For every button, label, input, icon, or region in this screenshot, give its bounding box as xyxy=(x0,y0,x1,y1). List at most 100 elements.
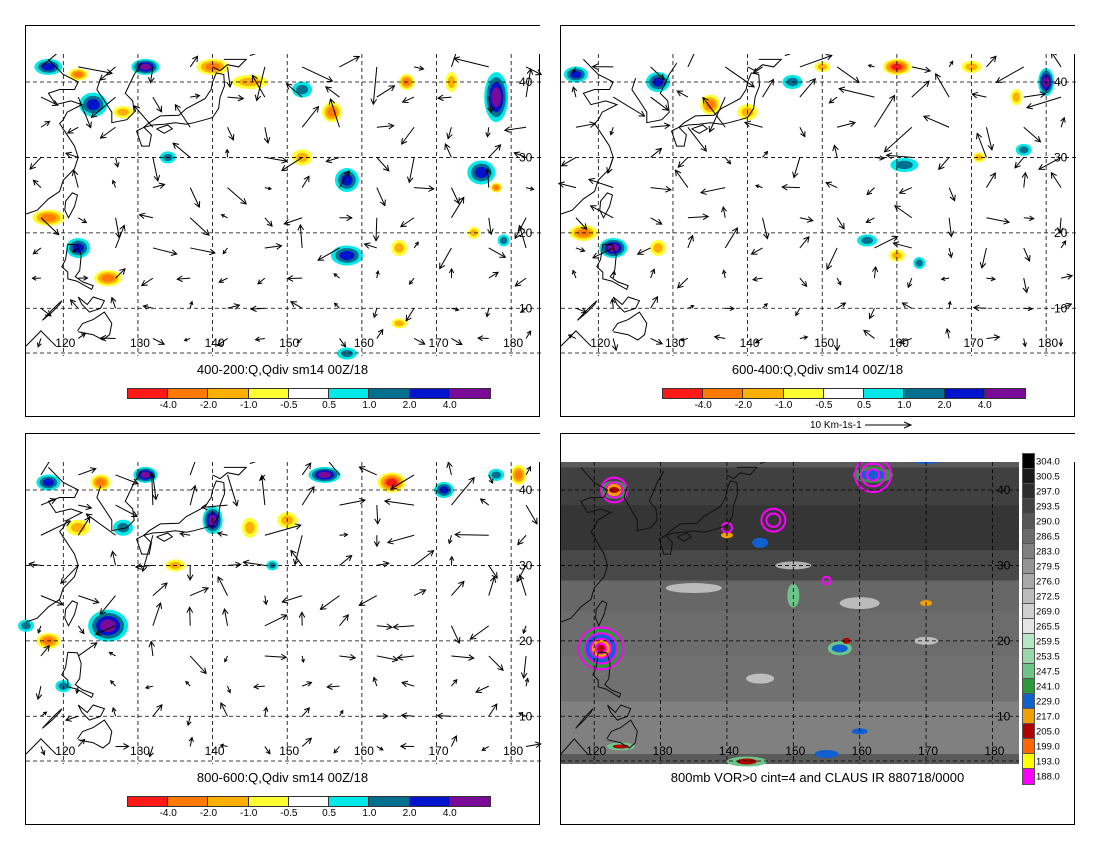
q-vector-head xyxy=(458,580,465,588)
map-plot-1: 120 130 140 150 160 170 180 40 30 20 10 xyxy=(25,26,543,360)
lat-label: 30 xyxy=(519,558,533,572)
q-vector-head xyxy=(439,262,446,270)
q-vector xyxy=(359,466,378,476)
lon-label: 160 xyxy=(852,744,872,758)
q-vector-head xyxy=(484,167,492,175)
q-vector-head xyxy=(866,189,873,196)
colorbar: -4.0 -2.0 -1.0 -0.5 0.5 1.0 2.0 4.0 xyxy=(126,388,491,419)
q-vector xyxy=(687,305,694,309)
q-vector-head xyxy=(1022,342,1027,348)
q-vector-head xyxy=(520,672,528,679)
q-vector xyxy=(676,90,689,98)
lat-label: 10 xyxy=(519,301,533,315)
ir-colorbar-swatch xyxy=(1022,648,1035,665)
coastline xyxy=(747,58,783,72)
lat-label: 10 xyxy=(519,709,533,723)
q-vector-head xyxy=(743,120,751,128)
coastline xyxy=(61,243,94,291)
q-vector xyxy=(1060,303,1072,309)
q-vector-head xyxy=(580,223,588,230)
q-vector xyxy=(152,474,157,500)
q-vector-head xyxy=(275,243,283,250)
q-vector xyxy=(575,247,585,252)
q-vector-head xyxy=(803,335,809,340)
q-vector-head xyxy=(134,563,142,570)
q-vector-head xyxy=(652,295,659,303)
q-vector-head xyxy=(535,69,543,76)
qdiv-contour xyxy=(101,274,115,282)
q-vector-head xyxy=(755,184,760,189)
q-vector-head xyxy=(828,98,835,104)
q-vector xyxy=(752,66,763,74)
q-vector xyxy=(911,80,930,98)
colorbar-swatch xyxy=(863,388,906,399)
q-vector-head xyxy=(446,132,453,140)
qdiv-contour xyxy=(892,251,902,260)
q-vector xyxy=(488,144,501,158)
ir-colorbar-label: 241.0 xyxy=(1036,681,1060,692)
q-vector-head xyxy=(825,181,833,188)
q-vector-head xyxy=(386,538,394,545)
ir-convective-blob xyxy=(736,758,757,765)
q-vector-head xyxy=(303,175,310,183)
ir-colorbar-swatch xyxy=(1022,618,1035,635)
lat-label: 40 xyxy=(997,483,1011,497)
q-vector xyxy=(923,115,950,128)
map-plot-2: 120 130 140 150 160 170 180 40 30 20 10 xyxy=(557,26,1076,356)
q-vector xyxy=(264,746,271,755)
q-vector-head xyxy=(405,314,412,322)
q-vector xyxy=(451,338,463,345)
coastline xyxy=(61,651,94,699)
q-vector xyxy=(65,715,79,721)
q-vector xyxy=(439,247,452,269)
q-vector xyxy=(372,66,378,105)
q-vector-head xyxy=(172,142,180,149)
qdiv-contour xyxy=(493,185,500,190)
coastline xyxy=(595,600,608,628)
q-vector xyxy=(67,126,79,134)
ir-colorbar-swatch xyxy=(1022,498,1035,515)
qdiv-contour xyxy=(470,229,478,237)
q-vector xyxy=(376,562,389,566)
qdiv-contour xyxy=(139,63,152,71)
q-vector xyxy=(100,126,116,139)
q-vector-head xyxy=(1034,135,1042,143)
q-vector xyxy=(327,685,340,688)
q-vector xyxy=(839,88,875,98)
ir-colorbar-label: 293.5 xyxy=(1036,501,1060,512)
q-vector-head xyxy=(188,736,194,743)
q-vector xyxy=(227,563,241,566)
q-vector-head xyxy=(452,678,458,684)
q-vector xyxy=(438,96,452,99)
q-vector xyxy=(677,157,689,168)
q-vector-head xyxy=(161,582,168,589)
q-vector-head xyxy=(353,55,361,62)
panel-title: 800mb VOR>0 cint=4 and CLAUS IR 880718/0… xyxy=(670,770,965,785)
q-vector xyxy=(145,685,154,689)
q-vector-head xyxy=(448,267,455,274)
q-vector xyxy=(976,133,987,158)
q-vector-head xyxy=(392,623,399,631)
q-vector-head xyxy=(809,78,816,85)
lat-label: 40 xyxy=(519,483,533,497)
q-vector-head xyxy=(513,151,521,158)
lon-label: 150 xyxy=(814,336,834,350)
q-vector xyxy=(700,187,726,194)
q-vector xyxy=(450,625,460,644)
q-vector-head xyxy=(449,555,455,561)
q-vector xyxy=(902,302,913,309)
q-vector-head xyxy=(75,689,80,695)
q-vector xyxy=(751,247,763,255)
ir-colorbar-swatch xyxy=(1022,588,1035,605)
q-vector xyxy=(301,707,310,717)
q-vector-head xyxy=(92,597,100,605)
q-vector xyxy=(488,655,504,671)
q-vector xyxy=(409,277,415,285)
q-vector-head xyxy=(227,689,232,694)
q-vector xyxy=(650,296,658,309)
q-vector xyxy=(376,125,394,128)
qdiv-contour xyxy=(21,622,31,630)
q-vector-head xyxy=(152,493,159,501)
q-vector xyxy=(799,236,810,249)
q-vector xyxy=(829,96,838,104)
